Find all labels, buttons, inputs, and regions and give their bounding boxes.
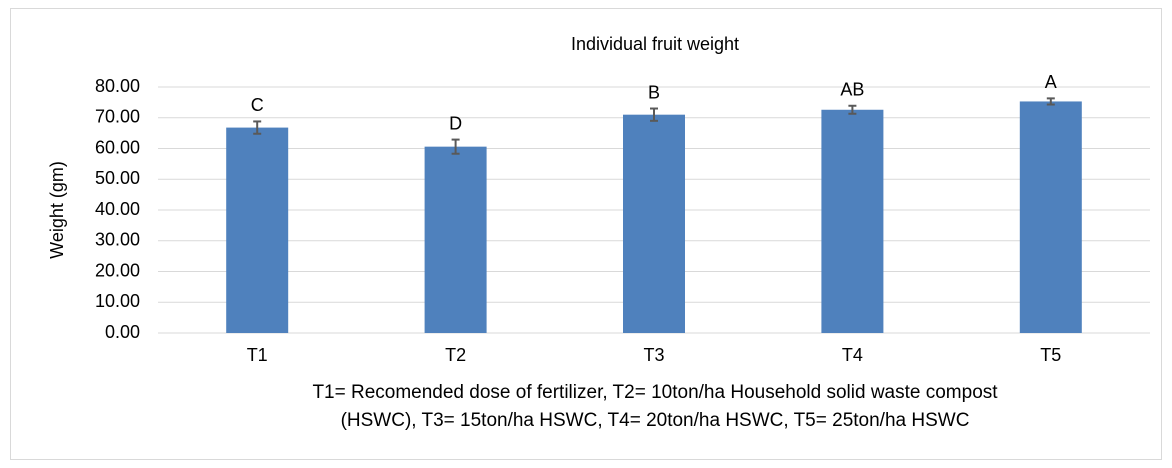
- chart-title: Individual fruit weight: [571, 34, 739, 54]
- error-bar: [451, 138, 460, 155]
- y-tick-label: 60.00: [95, 137, 140, 157]
- x-tick-label: T2: [445, 345, 466, 365]
- annotation: D: [449, 113, 462, 133]
- y-tick-label: 20.00: [95, 260, 140, 280]
- error-bar: [848, 104, 857, 115]
- y-tick-label: 10.00: [95, 291, 140, 311]
- annotation: AB: [840, 80, 864, 100]
- error-bar: [650, 107, 658, 122]
- x-tick-label: T5: [1040, 345, 1061, 365]
- error-bar: [253, 120, 262, 135]
- bar: [821, 109, 884, 333]
- y-tick-label: 40.00: [95, 199, 140, 219]
- annotation: A: [1045, 72, 1057, 92]
- y-axis-label: Weight (gm): [47, 161, 67, 259]
- x-axis-label: (HSWC), T3= 15ton/ha HSWC, T4= 20ton/ha …: [341, 410, 970, 431]
- bar: [623, 114, 685, 333]
- x-tick-label: T1: [247, 345, 268, 365]
- y-tick-label: 80.00: [95, 76, 140, 96]
- bar: [226, 127, 289, 333]
- annotation: C: [251, 95, 264, 115]
- y-tick-label: 50.00: [95, 168, 140, 188]
- error-bar: [1046, 97, 1055, 106]
- y-tick-label: 0.00: [105, 322, 140, 342]
- y-tick-label: 30.00: [95, 230, 140, 250]
- y-tick-label: 70.00: [95, 107, 140, 127]
- bar: [1019, 101, 1082, 333]
- annotation: B: [648, 82, 660, 102]
- chart-border: [10, 8, 1162, 460]
- x-tick-label: T4: [842, 345, 863, 365]
- x-axis-label: T1= Recomended dose of fertilizer, T2= 1…: [312, 382, 998, 403]
- x-tick-label: T3: [643, 345, 664, 365]
- bar: [424, 146, 487, 333]
